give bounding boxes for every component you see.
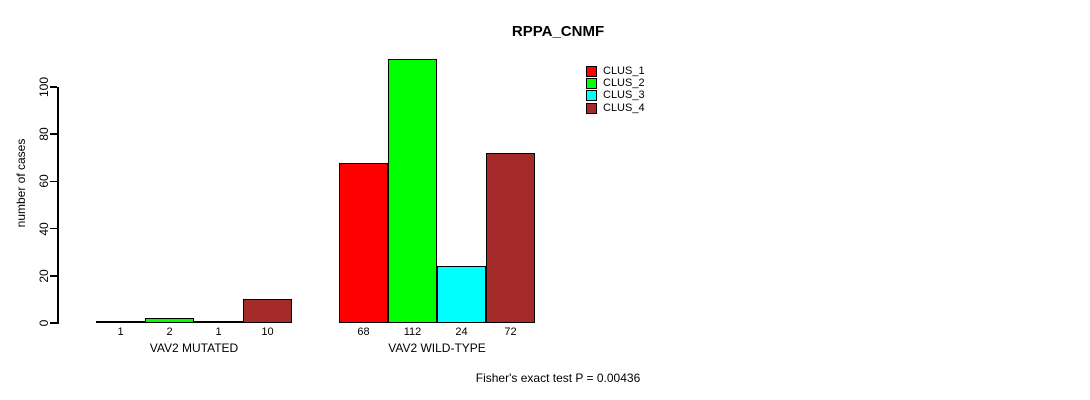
legend-item: CLUS_4 (586, 102, 645, 114)
y-axis-tick-label: 40 (37, 221, 51, 236)
x-axis-group-label: VAV2 MUTATED (149, 341, 239, 355)
legend-label: CLUS_1 (603, 64, 645, 77)
legend-swatch-clus-2 (586, 77, 597, 89)
bar-clus_3-vav2-mutated (194, 320, 243, 323)
y-axis-tick (50, 86, 57, 88)
y-axis-tick-label: 80 (37, 127, 51, 141)
y-axis-tick (50, 322, 57, 324)
legend: CLUS_1 CLUS_2 CLUS_3 CLUS_4 (586, 65, 645, 114)
bar-value-label: 72 (504, 326, 517, 338)
y-axis-tick (50, 133, 57, 135)
legend-swatch-clus-4 (586, 102, 597, 114)
legend-item: CLUS_1 (586, 65, 645, 77)
bar-value-label: 1 (215, 326, 222, 338)
y-axis-tick (50, 227, 57, 230)
y-axis-tick-label: 0 (37, 319, 51, 327)
bar-value-label: 24 (455, 326, 468, 338)
bar-value-label: 112 (403, 326, 422, 338)
y-axis-tick-label: 60 (37, 174, 51, 189)
y-axis-tick (50, 275, 57, 277)
bar-clus_4-vav2-wild-type (486, 153, 535, 323)
legend-item: CLUS_3 (586, 90, 645, 102)
bar-value-label: 1 (117, 326, 124, 338)
legend-swatch-clus-3 (586, 90, 597, 102)
bar-clus_4-vav2-mutated (243, 299, 292, 323)
y-axis-tick (50, 180, 57, 183)
annotation-text: Fisher's exact test P = 0.00436 (475, 371, 641, 385)
y-axis-tick-label: 100 (37, 76, 51, 98)
bar-clus_1-vav2-mutated (96, 320, 145, 323)
bar-clus_3-vav2-wild-type (437, 266, 486, 323)
bar-clus_2-vav2-mutated (145, 318, 194, 323)
legend-label: CLUS_2 (603, 76, 645, 89)
bar-value-label: 10 (261, 326, 274, 338)
legend-item: CLUS_2 (586, 77, 645, 89)
y-axis-tick-label: 20 (37, 269, 51, 283)
bar-clus_2-vav2-wild-type (388, 58, 437, 323)
x-axis-group-label: VAV2 WILD-TYPE (388, 341, 486, 355)
y-axis-line (57, 87, 59, 324)
bar-value-label: 68 (357, 326, 370, 338)
legend-label: CLUS_4 (603, 101, 645, 114)
bar-value-label: 2 (166, 326, 173, 338)
bar-clus_1-vav2-wild-type (339, 162, 388, 323)
legend-label: CLUS_3 (603, 89, 645, 102)
chart-title: RPPA_CNMF (511, 23, 605, 40)
legend-swatch-clus-1 (586, 65, 597, 77)
